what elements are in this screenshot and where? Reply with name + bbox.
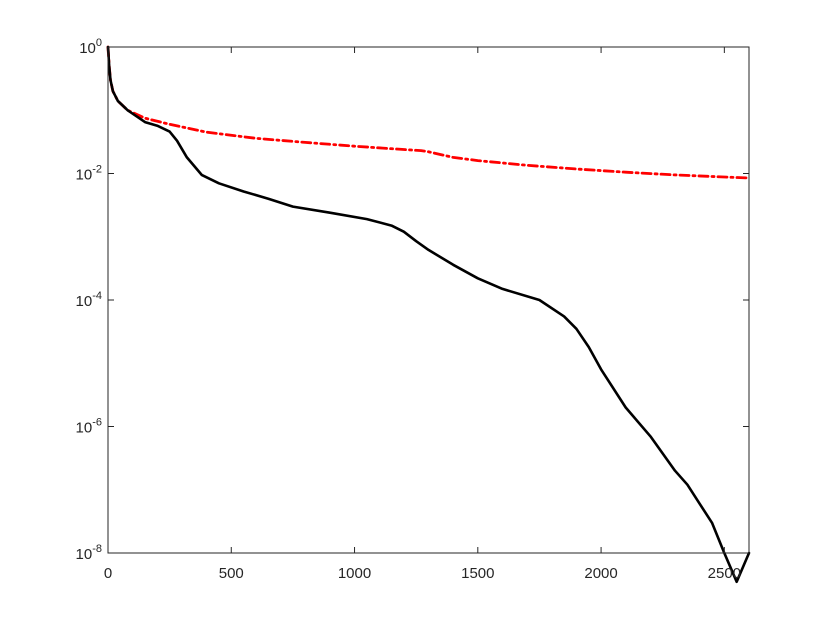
x-tick-label: 0 — [104, 565, 112, 582]
series-line-1 — [106, 45, 751, 584]
x-tick-label: 2000 — [584, 565, 617, 582]
y-axis: 10-8 10-6 10-4 10-2 100 — [76, 37, 749, 563]
x-tick-label: 500 — [219, 565, 244, 582]
y-tick-label: 10-8 — [76, 543, 102, 563]
x-axis: 0 500 1000 1500 2000 2500 — [104, 47, 741, 582]
y-tick-label: 10-4 — [76, 290, 102, 310]
y-tick-label: 10-6 — [76, 417, 102, 437]
x-tick-label: 2500 — [708, 565, 741, 582]
y-tick-label: 100 — [79, 37, 102, 57]
y-tick-label: 10-2 — [76, 164, 102, 184]
series-layer — [106, 45, 751, 584]
x-tick-label: 1500 — [461, 565, 494, 582]
x-tick-label: 1000 — [338, 565, 371, 582]
plot-area — [108, 47, 749, 553]
